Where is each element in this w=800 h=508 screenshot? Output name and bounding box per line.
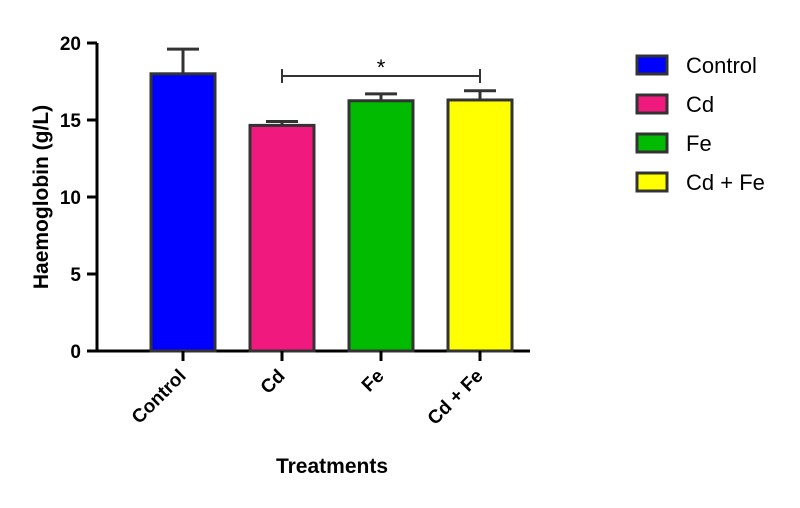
legend-swatch: [635, 93, 669, 115]
bar-control: [149, 72, 217, 353]
y-tick-label: 15: [60, 111, 82, 132]
y-tick-label: 10: [60, 188, 81, 209]
y-tick-label: 5: [70, 265, 81, 286]
legend-swatch: [635, 54, 669, 76]
x-tick-label: Cd + Fe: [424, 366, 488, 430]
bar-fe: [347, 99, 415, 353]
legend-swatch: [635, 132, 669, 154]
legend-label: Control: [686, 53, 757, 78]
x-tick-label: Fe: [358, 366, 389, 397]
bar-cd-fe: [446, 98, 514, 353]
significance-label: *: [377, 55, 386, 80]
legend-label: Fe: [686, 131, 712, 156]
x-tick-label: Cd: [257, 366, 290, 399]
legend-label: Cd + Fe: [686, 170, 765, 195]
bar-cd: [248, 123, 316, 353]
x-axis-title: Treatments: [276, 455, 388, 478]
y-tick-label: 20: [60, 34, 81, 55]
y-tick-label: 0: [70, 342, 81, 363]
legend-label: Cd: [686, 92, 714, 117]
legend-swatch: [635, 171, 669, 193]
x-tick-label: Control: [128, 366, 191, 429]
y-axis-title: Haemoglobin (g/L): [30, 105, 53, 289]
